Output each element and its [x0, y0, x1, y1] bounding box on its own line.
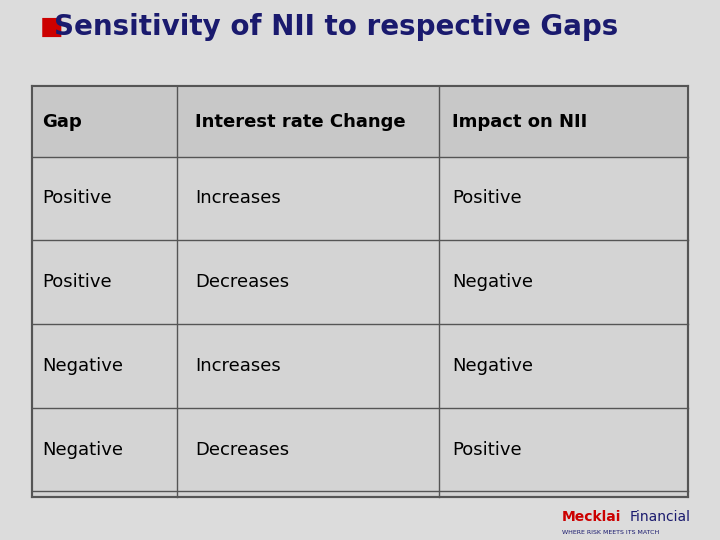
Text: Impact on NII: Impact on NII	[452, 112, 588, 131]
Text: Financial: Financial	[629, 510, 690, 524]
Text: Sensitivity of NII to respective Gaps: Sensitivity of NII to respective Gaps	[54, 13, 618, 41]
Text: Negative: Negative	[42, 357, 124, 375]
Text: Gap: Gap	[42, 112, 82, 131]
Text: WHERE RISK MEETS ITS MATCH: WHERE RISK MEETS ITS MATCH	[562, 530, 659, 535]
Text: Increases: Increases	[195, 190, 281, 207]
Text: Positive: Positive	[42, 273, 112, 291]
Text: Negative: Negative	[452, 357, 534, 375]
Text: Decreases: Decreases	[195, 441, 289, 458]
Text: Positive: Positive	[42, 190, 112, 207]
Text: Positive: Positive	[452, 190, 522, 207]
Text: Positive: Positive	[452, 441, 522, 458]
Text: Increases: Increases	[195, 357, 281, 375]
Text: Decreases: Decreases	[195, 273, 289, 291]
Text: Negative: Negative	[42, 441, 124, 458]
Text: Mecklai: Mecklai	[562, 510, 621, 524]
Text: Negative: Negative	[452, 273, 534, 291]
Text: Interest rate Change: Interest rate Change	[195, 112, 405, 131]
Text: ■: ■	[40, 15, 63, 39]
